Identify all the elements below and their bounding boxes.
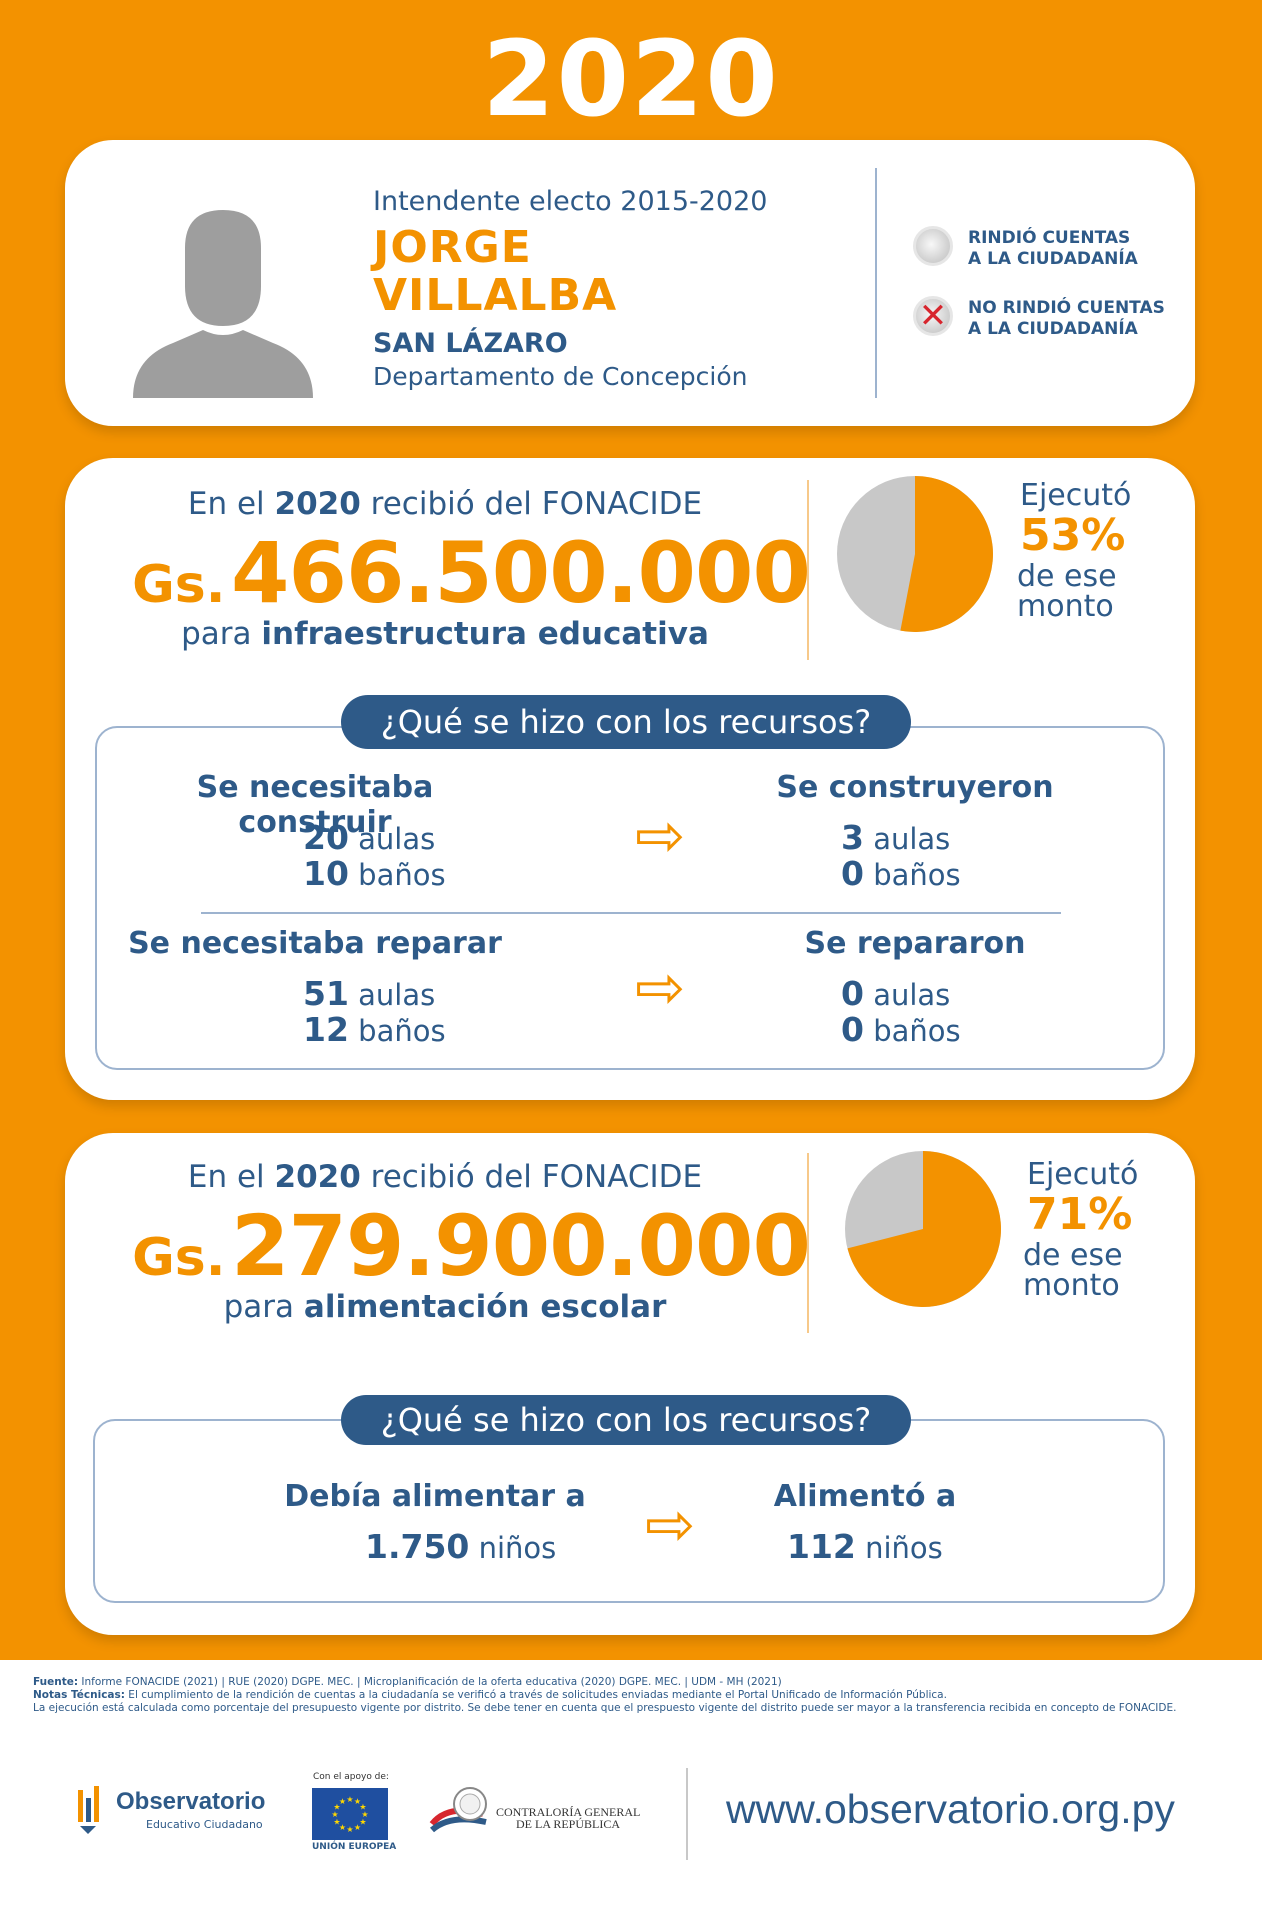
build-needed-classrooms: 20 aulas (303, 818, 436, 857)
eu-star: ★ (339, 1823, 346, 1832)
food-execution-pie (845, 1151, 1001, 1307)
infra-question-pill: ¿Qué se hizo con los recursos? (341, 695, 911, 749)
eu-star: ★ (346, 1795, 353, 1804)
repaired-bathrooms: 0 baños (841, 1010, 961, 1049)
footer-notes: Fuente: Informe FONACIDE (2021) | RUE (2… (33, 1676, 1177, 1714)
mayor-name-line2: VILLALBA (373, 270, 618, 321)
footer-divider (686, 1768, 688, 1860)
department-name: Departamento de Concepción (373, 362, 748, 391)
food-executed-slice (847, 1151, 1001, 1307)
eu-star: ★ (333, 1803, 340, 1812)
food-purpose: para alimentación escolar (223, 1289, 667, 1325)
food-question-pill: ¿Qué se hizo con los recursos? (341, 1395, 911, 1445)
observatorio-subtitle: Educativo Ciudadano (146, 1818, 263, 1831)
fed-count: 112 niños (787, 1527, 943, 1566)
cgr-seal-icon (429, 1787, 487, 1833)
observatorio-logo: Observatorio Educativo Ciudadano (76, 1786, 286, 1846)
support-label: Con el apoyo de: (313, 1772, 389, 1782)
eu-star: ★ (333, 1818, 340, 1827)
food-executed-pct: 71% (1027, 1189, 1133, 1240)
eu-star: ★ (361, 1810, 368, 1819)
food-resources-box (93, 1419, 1165, 1603)
infra-divider (807, 480, 809, 660)
website-link[interactable]: www.observatorio.org.py (726, 1786, 1175, 1832)
eu-star: ★ (354, 1797, 361, 1806)
infra-executed-label: Ejecutó (1020, 478, 1132, 513)
repair-needed-bathrooms: 12 baños (303, 1010, 446, 1049)
infra-execution-pie (837, 476, 993, 632)
eu-star: ★ (359, 1803, 366, 1812)
repair-needed-classrooms: 51 aulas (303, 974, 436, 1013)
year-title: 2020 (482, 18, 780, 140)
food-intro: En el 2020 recibió del FONACIDE (187, 1159, 703, 1195)
rendered-accounts-label: RINDIÓ CUENTAS A LA CIUDADANÍA (968, 228, 1138, 269)
infra-inner-divider (201, 912, 1061, 914)
role-label: Intendente electo 2015-2020 (373, 186, 768, 217)
person-avatar-icon (133, 210, 313, 398)
should-feed-title: Debía alimentar a (284, 1479, 586, 1514)
food-divider (807, 1153, 809, 1333)
eu-star: ★ (339, 1797, 346, 1806)
cgr-name: CONTRALORÍA GENERAL DE LA REPÚBLICA (496, 1805, 641, 1831)
eu-star: ★ (331, 1810, 338, 1819)
infra-purpose: para infraestructura educativa (181, 616, 709, 652)
build-needed-bathrooms: 10 baños (303, 854, 446, 893)
not-rendered-accounts-label: NO RINDIÓ CUENTAS A LA CIUDADANÍA (968, 298, 1165, 339)
cgr-logo: CONTRALORÍA GENERAL DE LA REPÚBLICA (428, 1784, 658, 1844)
eu-star: ★ (354, 1823, 361, 1832)
fed-title: Alimentó a (773, 1479, 957, 1514)
food-executed-label: Ejecutó (1027, 1157, 1139, 1192)
built-bathrooms: 0 baños (841, 854, 961, 893)
food-amount: Gs. 279.900.000 (132, 1197, 811, 1295)
eu-label: UNIÓN EUROPEA (312, 1842, 397, 1852)
profile-card: Intendente electo 2015-2020 JORGE VILLAL… (65, 140, 1195, 426)
repaired-title: Se repararon (804, 926, 1026, 961)
repaired-classrooms: 0 aulas (841, 974, 951, 1013)
bar-chart-logo-icon (78, 1786, 99, 1834)
food-executed-suffix: de ese monto (1023, 1238, 1123, 1303)
infrastructure-card: En el 2020 recibió del FONACIDE Gs. 466.… (65, 458, 1195, 1100)
red-x-icon: ✕ (918, 296, 948, 336)
food-arrow-icon: ⇨ (645, 1490, 696, 1560)
eu-star: ★ (359, 1818, 366, 1827)
infra-amount: Gs. 466.500.000 (132, 524, 811, 622)
should-feed-count: 1.750 niños (365, 1527, 557, 1566)
eu-star: ★ (346, 1825, 353, 1834)
built-classrooms: 3 aulas (841, 818, 951, 857)
infra-executed-suffix: de ese monto (1017, 559, 1117, 624)
profile-divider (875, 168, 877, 398)
mayor-name-line1: JORGE (373, 222, 532, 273)
rendered-accounts-icon (913, 226, 953, 266)
build-arrow-icon: ⇨ (635, 801, 686, 871)
infra-executed-pct: 53% (1020, 510, 1126, 561)
built-title: Se construyeron (776, 770, 1054, 805)
school-food-card: En el 2020 recibió del FONACIDE Gs. 279.… (65, 1133, 1195, 1635)
municipality-name: SAN LÁZARO (373, 328, 568, 359)
infra-intro: En el 2020 recibió del FONACIDE (187, 486, 703, 522)
eu-flag: ★ ★ ★ ★ ★ ★ ★ ★ ★ ★ ★ ★ (312, 1788, 388, 1840)
observatorio-title: Observatorio (116, 1788, 266, 1815)
repair-arrow-icon: ⇨ (635, 953, 686, 1023)
not-rendered-accounts-icon: ✕ (913, 296, 953, 336)
eu-stars-icon: ★ ★★★★★★★★★★★ (331, 1795, 368, 1834)
build-needed-title: Se necesitaba construir (196, 770, 434, 840)
repair-needed-title: Se necesitaba reparar (128, 926, 502, 961)
infra-executed-slice (900, 476, 993, 632)
